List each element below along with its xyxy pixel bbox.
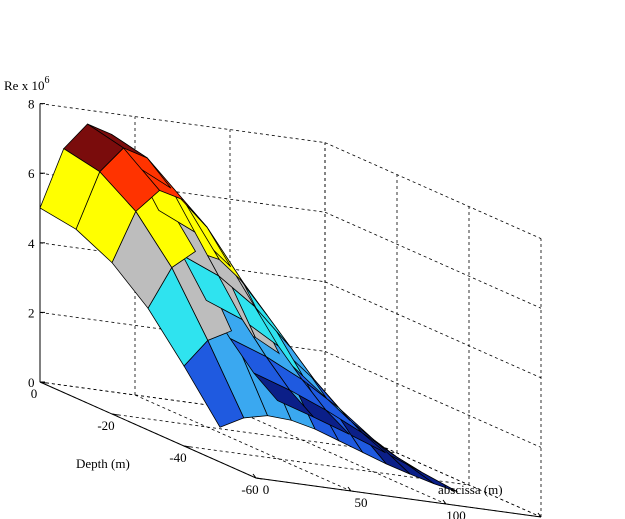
grid-line (324, 211, 542, 309)
y-tick-label: 0 (31, 386, 38, 401)
grid-line (324, 281, 542, 379)
x-tick-label: 0 (263, 482, 270, 497)
x-axis-line (255, 477, 542, 518)
z-tick-label: 6 (28, 166, 35, 181)
z-axis-label: Re x 106 (4, 75, 49, 93)
y-tick-label: -60 (241, 482, 258, 497)
x-tick-mark (442, 499, 447, 505)
z-tick-label: 4 (28, 236, 35, 251)
y-tick-mark (111, 413, 119, 416)
surface-patch (39, 148, 101, 230)
axis-labels: Re x 106 Depth (m) abscissa (m) 0 2 4 6 8 0 -2… (4, 75, 503, 519)
x-tick-mark (347, 486, 352, 492)
z-tick-label: 8 (28, 97, 35, 112)
x-tick-label: 100 (446, 508, 466, 519)
y-tick-label: -20 (97, 418, 114, 433)
surface (39, 123, 458, 493)
y-axis-label: Depth (m) (76, 456, 130, 471)
grid-line (324, 142, 542, 239)
y-tick-mark (183, 445, 191, 448)
y-tick-mark (39, 381, 47, 384)
x-tick-mark (537, 512, 542, 518)
y-tick-mark (255, 477, 263, 480)
x-axis-label: abscissa (m) (438, 482, 503, 497)
x-tick-label: 50 (355, 495, 368, 510)
y-axis-line (39, 381, 257, 479)
y-tick-label: -40 (169, 450, 186, 465)
z-tick-label: 0 (28, 375, 35, 390)
z-tick-label: 2 (28, 305, 35, 320)
x-tick-mark (252, 473, 257, 479)
